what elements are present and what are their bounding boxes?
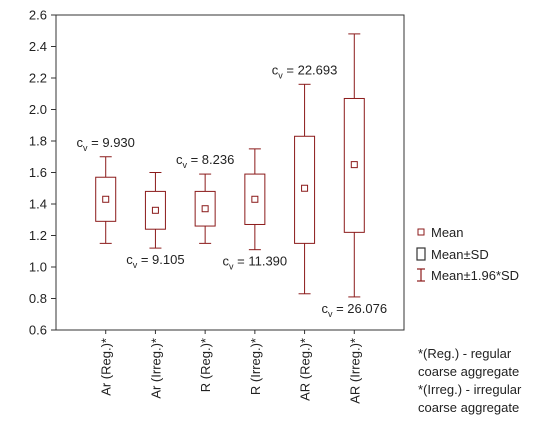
legend-label: Mean±1.96*SD xyxy=(431,268,519,283)
cv-label-prefix: c xyxy=(223,254,230,269)
box-3 xyxy=(194,173,216,244)
x-tick-label: Ar (Reg.)* xyxy=(99,338,114,396)
footnote-line: *(Reg.) - regular xyxy=(418,346,512,361)
x-tick-label: AR (Irreg.)* xyxy=(347,338,362,404)
cv-label-value: = 9.105 xyxy=(137,252,184,267)
cv-label-subscript: v xyxy=(328,309,333,319)
cv-label-subscript: v xyxy=(229,262,234,272)
cv-label-subscript: v xyxy=(83,143,88,153)
y-tick-label: 1.2 xyxy=(29,228,47,243)
x-tick-label: Ar (Irreg.)* xyxy=(148,338,163,399)
box-5 xyxy=(294,83,316,295)
cv-label-value: = 8.236 xyxy=(187,152,234,167)
footnote-line: *(Irreg.) - irregular xyxy=(418,382,522,397)
x-tick-label: R (Reg.)* xyxy=(198,338,213,392)
cv-label: cv = 9.930 xyxy=(77,135,135,153)
cv-label-value: = 26.076 xyxy=(332,301,387,316)
y-tick-label: 2.4 xyxy=(29,39,47,54)
box-2 xyxy=(144,172,166,249)
legend-label: Mean xyxy=(431,225,464,240)
cv-label-subscript: v xyxy=(182,160,187,170)
footnotes: *(Reg.) - regular coarse aggregate *(Irreg… xyxy=(418,346,522,415)
mean-marker xyxy=(151,206,159,214)
cv-label: cv = 8.236 xyxy=(176,152,234,170)
box-1 xyxy=(95,156,117,244)
y-axis-ticks: 0.6 0.8 1.0 1.2 1.4 1.6 1.8 2.0 2.2 2.4 2.6 xyxy=(29,8,56,338)
cv-label: cv = 11.390 xyxy=(223,254,288,272)
cv-label-prefix: c xyxy=(321,301,328,316)
cv-label-prefix: c xyxy=(126,252,133,267)
cv-label-prefix: c xyxy=(77,135,84,150)
legend-item-sd-box: Mean±SD xyxy=(416,247,489,262)
y-tick-label: 2.6 xyxy=(29,8,47,23)
cv-label: cv = 22.693 xyxy=(272,62,338,80)
cv-label-value: = 9.930 xyxy=(88,135,135,150)
cv-label-prefix: c xyxy=(176,152,183,167)
legend-mean-symbol xyxy=(417,228,425,236)
box-plot-series xyxy=(95,33,365,298)
cv-label-subscript: v xyxy=(278,70,283,80)
y-tick-label: 1.4 xyxy=(29,197,47,212)
plot-frame xyxy=(55,14,405,331)
cv-label-value: = 22.693 xyxy=(283,62,338,77)
box-4 xyxy=(244,148,266,251)
legend-item-mean-marker: Mean xyxy=(417,225,464,240)
y-tick-label: 0.8 xyxy=(29,291,47,306)
x-axis-tick-labels: Ar (Reg.)* Ar (Irreg.)* R (Reg.)* R (Irreg.… xyxy=(99,330,362,404)
x-tick-label: AR (Reg.)* xyxy=(298,338,313,401)
cv-label-subscript: v xyxy=(133,260,138,270)
box-6 xyxy=(343,33,365,298)
y-tick-label: 1.6 xyxy=(29,165,47,180)
footnote-line: coarse aggregate xyxy=(418,364,519,379)
legend-sd-symbol xyxy=(416,247,426,261)
mean-marker xyxy=(301,184,309,192)
legend: Mean Mean±SD Mean±1.96*SD xyxy=(416,225,519,283)
y-tick-label: 2.2 xyxy=(29,71,47,86)
y-tick-label: 0.6 xyxy=(29,323,47,338)
legend-label: Mean±SD xyxy=(431,247,489,262)
y-tick-label: 1.8 xyxy=(29,134,47,149)
footnote-line: coarse aggregate xyxy=(418,400,519,415)
cv-label: cv = 9.105 xyxy=(126,252,184,270)
legend-item-ci-whisker: Mean±1.96*SD xyxy=(417,268,519,283)
cv-label-value: = 11.390 xyxy=(234,254,288,269)
mean-marker xyxy=(201,205,209,213)
cv-label-prefix: c xyxy=(272,62,279,77)
y-tick-label: 1.0 xyxy=(29,260,47,275)
mean-marker xyxy=(251,195,259,203)
cv-label: cv = 26.076 xyxy=(321,301,387,319)
y-tick-label: 2.0 xyxy=(29,102,47,117)
mean-marker xyxy=(350,161,358,169)
x-tick-label: R (Irreg.)* xyxy=(248,338,263,395)
mean-marker xyxy=(102,195,110,203)
